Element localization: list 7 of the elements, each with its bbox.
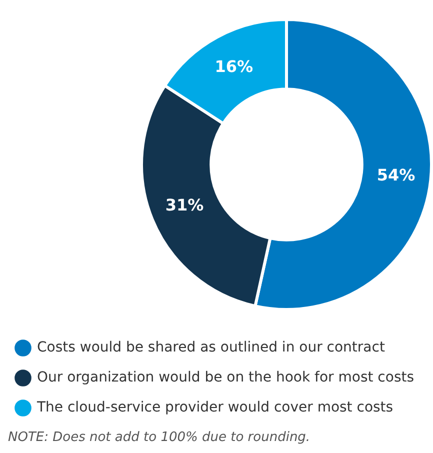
legend-label: The cloud-service provider would cover most costs xyxy=(36,400,394,416)
legend-label: Our organization would be on the hook for most costs xyxy=(37,370,414,386)
legend-label: Costs would be shared as outlined in our contract xyxy=(37,340,386,356)
text: NOTE: Does not add to 100% due to rounding. xyxy=(8,430,310,445)
data-label: 16% xyxy=(214,56,254,76)
data-label: 31% xyxy=(165,195,204,214)
data-label: 54% xyxy=(376,166,416,185)
